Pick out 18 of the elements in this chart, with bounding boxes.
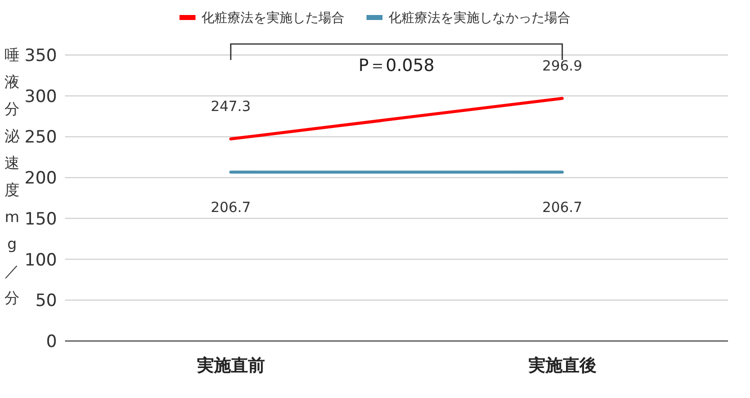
data-label: 206.7: [542, 200, 582, 216]
y-tick-label: 200: [24, 168, 57, 189]
y-tick-label: 250: [24, 128, 57, 148]
data-label: 296.9: [542, 58, 582, 74]
data-label: 247.3: [210, 98, 251, 115]
annotation: P＝0.058: [358, 56, 434, 76]
text: 唾液分泌速度mg／分: [4, 46, 20, 307]
legend-label: 化粧療法を実施した場合: [202, 10, 344, 26]
legend-label: 化粧療法を実施しなかった場合: [388, 10, 570, 26]
y-tick-label: 300: [24, 86, 57, 107]
y-tick-label: 100: [24, 250, 57, 270]
x-tick-label: 実施直前: [196, 356, 265, 376]
x-tick-label: 実施直後: [527, 356, 596, 376]
y-tick-label: 50: [35, 291, 57, 312]
data-label: 206.7: [210, 200, 251, 216]
y-tick-label: 0: [46, 332, 57, 352]
y-tick-label: 350: [24, 46, 57, 66]
y-tick-label: 150: [24, 209, 57, 230]
